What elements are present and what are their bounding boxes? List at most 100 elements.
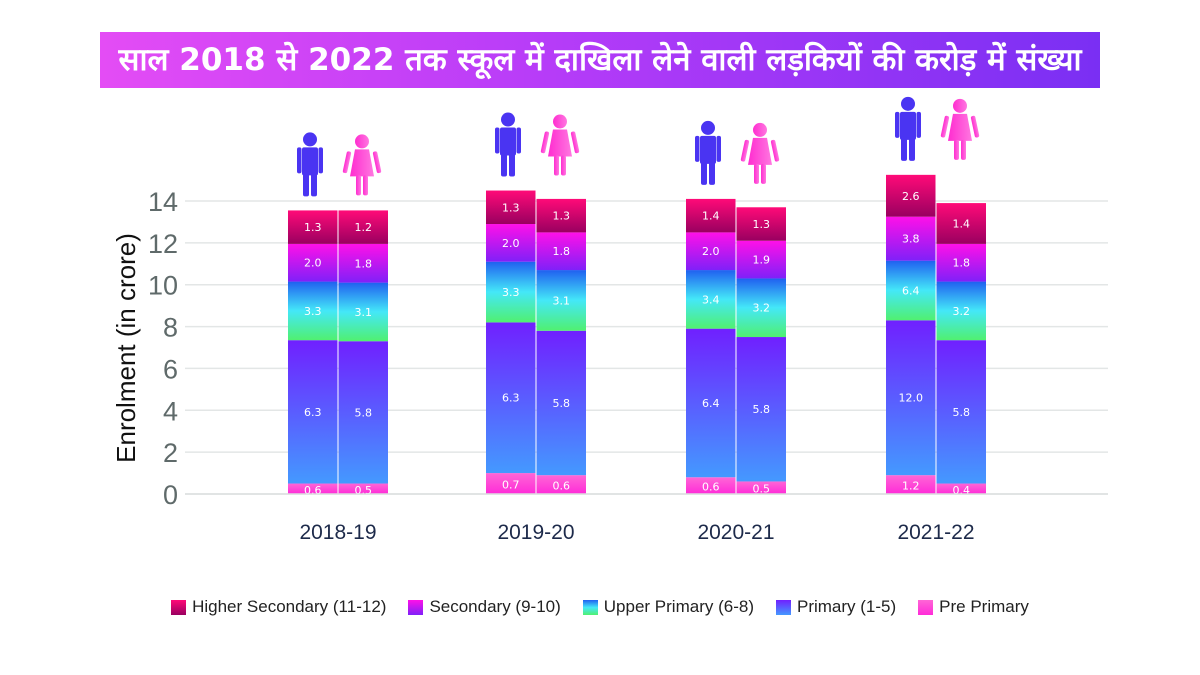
bar-segment-boys-higher — [288, 210, 338, 244]
bar-segment-boys-upper — [288, 281, 338, 341]
bar-segment-girls-pre — [736, 481, 786, 494]
legend-label: Pre Primary — [939, 597, 1029, 616]
data-label: 6.3 — [502, 392, 520, 405]
bar-group-2020-21: 0.6 6.4 3.4 2.0 1.4 0.5 5.8 3.2 1.9 1.3 — [686, 120, 786, 496]
male-figure-icon — [297, 132, 323, 197]
bar-segment-boys-higher — [886, 174, 936, 217]
data-label: 0.7 — [502, 479, 520, 492]
data-label: 6.4 — [902, 284, 920, 297]
legend-item: Pre Primary — [918, 597, 1029, 617]
data-label: 2.6 — [902, 190, 920, 203]
bar-segment-boys-upper — [486, 261, 536, 323]
bar-segment-boys-primary — [686, 328, 736, 478]
data-label: 1.3 — [502, 201, 520, 214]
bar-group-2021-22: 1.2 12.0 6.4 3.8 2.6 0.4 5.8 3.2 1.8 1.4 — [886, 96, 986, 497]
data-label: 0.6 — [304, 484, 322, 497]
bar-segment-girls-primary — [936, 340, 986, 484]
data-label: 1.4 — [953, 217, 971, 230]
bar-segment-girls-pre — [338, 483, 388, 494]
legend-swatch — [918, 599, 934, 615]
data-label: 5.8 — [753, 403, 771, 416]
y-axis-label: Enrolment (in crore) — [111, 233, 141, 463]
data-label: 1.8 — [953, 257, 971, 270]
y-tick-label: 4 — [163, 396, 178, 426]
bar-segment-girls-secondary — [536, 232, 586, 271]
y-tick-label: 2 — [163, 438, 178, 468]
data-label: 1.3 — [304, 221, 322, 234]
bar-segment-girls-primary — [736, 337, 786, 482]
female-figure-icon — [940, 98, 980, 160]
data-label: 1.2 — [355, 221, 373, 234]
data-label: 3.8 — [902, 233, 920, 246]
data-label: 3.3 — [304, 305, 322, 318]
x-tick-label: 2021-22 — [897, 521, 974, 544]
male-figure-icon — [695, 120, 721, 185]
data-label: 5.8 — [355, 406, 373, 419]
legend-item: Primary (1-5) — [775, 597, 897, 617]
legend-swatch — [171, 599, 187, 615]
data-label: 2.0 — [702, 245, 720, 258]
bar-segment-boys-secondary — [686, 232, 736, 271]
data-label: 1.3 — [553, 210, 571, 223]
bar-segment-girls-upper — [536, 270, 586, 331]
data-label: 1.9 — [753, 254, 771, 267]
data-label: 0.6 — [553, 480, 571, 493]
bar-segment-boys-pre — [486, 473, 536, 494]
bar-segment-girls-upper — [936, 281, 986, 341]
bar-segment-girls-pre — [936, 483, 986, 494]
x-tick-label: 2019-20 — [497, 521, 574, 544]
y-tick-label: 10 — [148, 271, 178, 301]
bar-segment-girls-secondary — [736, 240, 786, 279]
data-label: 0.4 — [953, 484, 971, 497]
legend-label: Primary (1-5) — [796, 597, 897, 616]
bar-segment-boys-primary — [886, 320, 936, 476]
bar-group-2019-20: 0.7 6.3 3.3 2.0 1.3 0.6 5.8 3.1 1.8 1.3 — [486, 112, 586, 494]
bar-segment-girls-secondary — [338, 243, 388, 283]
bar-segment-boys-upper — [686, 270, 736, 329]
legend-label: Higher Secondary (11-12) — [192, 597, 387, 616]
bar-segment-boys-primary — [486, 322, 536, 474]
male-figure-icon — [895, 96, 921, 161]
y-axis-ticks: 0 2 4 6 8 10 12 14 — [148, 187, 178, 510]
data-label: 5.8 — [553, 397, 571, 410]
legend-label: Secondary (9-10) — [429, 597, 561, 616]
bar-segment-girls-higher — [338, 210, 388, 244]
bar-segment-girls-higher — [936, 203, 986, 244]
x-tick-label: 2018-19 — [299, 521, 376, 544]
legend: Higher Secondary (11-12) Secondary (9-10)… — [0, 597, 1200, 617]
female-figure-icon — [740, 122, 780, 184]
data-label: 6.4 — [702, 397, 720, 410]
data-label: 0.5 — [355, 484, 373, 497]
bar-segment-boys-secondary — [486, 224, 536, 262]
bar-segment-boys-higher — [686, 198, 736, 233]
legend-swatch — [582, 599, 598, 615]
bar-segment-boys-pre — [686, 477, 736, 494]
legend-swatch — [775, 599, 791, 615]
y-tick-label: 8 — [163, 313, 178, 343]
legend-label: Upper Primary (6-8) — [603, 597, 754, 616]
legend-swatch — [408, 599, 424, 615]
chart-title: साल 2018 से 2022 तक स्कूल में दाखिला लेन… — [100, 32, 1100, 88]
bar-segment-girls-primary — [338, 341, 388, 484]
bar-segment-boys-pre — [886, 475, 936, 494]
bar-segment-girls-higher — [736, 207, 786, 241]
y-tick-label: 6 — [163, 354, 178, 384]
bar-segment-girls-pre — [536, 475, 586, 494]
female-figure-icon — [342, 134, 382, 196]
bar-segment-boys-primary — [288, 340, 338, 484]
female-figure-icon — [540, 114, 580, 176]
legend-item: Upper Primary (6-8) — [582, 597, 754, 617]
bar-segment-boys-upper — [886, 260, 936, 321]
data-label: 2.0 — [502, 237, 520, 250]
bar-segment-boys-higher — [486, 190, 536, 225]
data-label: 1.8 — [553, 245, 571, 258]
bar-segment-girls-secondary — [936, 243, 986, 282]
data-label: 6.3 — [304, 406, 322, 419]
data-label: 2.0 — [304, 257, 322, 270]
data-label: 3.1 — [553, 294, 571, 307]
male-figure-icon — [495, 112, 521, 177]
x-tick-label: 2020-21 — [697, 521, 774, 544]
data-label: 12.0 — [899, 392, 924, 405]
bar-segment-girls-primary — [536, 330, 586, 476]
